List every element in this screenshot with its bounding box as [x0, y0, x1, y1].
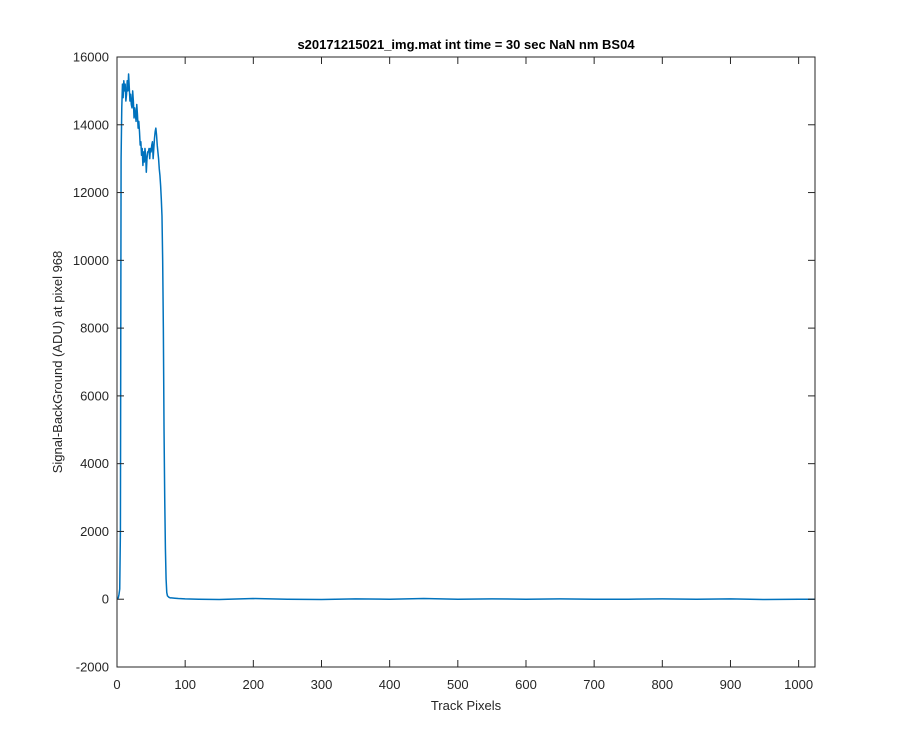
x-tick-label: 300 — [311, 677, 333, 692]
x-tick-label: 200 — [242, 677, 264, 692]
x-axis-label: Track Pixels — [431, 698, 502, 713]
x-tick-label: 800 — [651, 677, 673, 692]
x-tick-label: 1000 — [784, 677, 813, 692]
axes-layer: 0 100 200 300 400 500 600 700 800 900 1000 -2000 0 20… — [73, 50, 816, 692]
plot-area — [117, 57, 815, 667]
chart-title: s20171215021_img.mat int time = 30 sec N… — [297, 37, 635, 52]
y-tick-label: 0 — [102, 592, 109, 607]
series-line-0 — [116, 73, 815, 601]
x-tick-label: 700 — [583, 677, 605, 692]
y-tick-label: 14000 — [73, 117, 109, 132]
series-layer — [116, 73, 815, 601]
y-tick-label: 12000 — [73, 185, 109, 200]
y-tick-label: -2000 — [76, 660, 109, 675]
y-tick-label: 4000 — [80, 456, 109, 471]
x-tick-label: 400 — [379, 677, 401, 692]
x-tick-label: 100 — [174, 677, 196, 692]
y-tick-label: 16000 — [73, 50, 109, 65]
y-tick-label: 2000 — [80, 524, 109, 539]
x-tick-label: 600 — [515, 677, 537, 692]
y-tick-label: 6000 — [80, 388, 109, 403]
axes-box — [116, 56, 816, 668]
x-tick-label: 500 — [447, 677, 469, 692]
x-tick-label: 900 — [720, 677, 742, 692]
y-tick-label: 10000 — [73, 253, 109, 268]
y-tick-label: 8000 — [80, 321, 109, 336]
y-axis-label: Signal-BackGround (ADU) at pixel 968 — [50, 251, 65, 474]
x-tick-label: 0 — [113, 677, 120, 692]
